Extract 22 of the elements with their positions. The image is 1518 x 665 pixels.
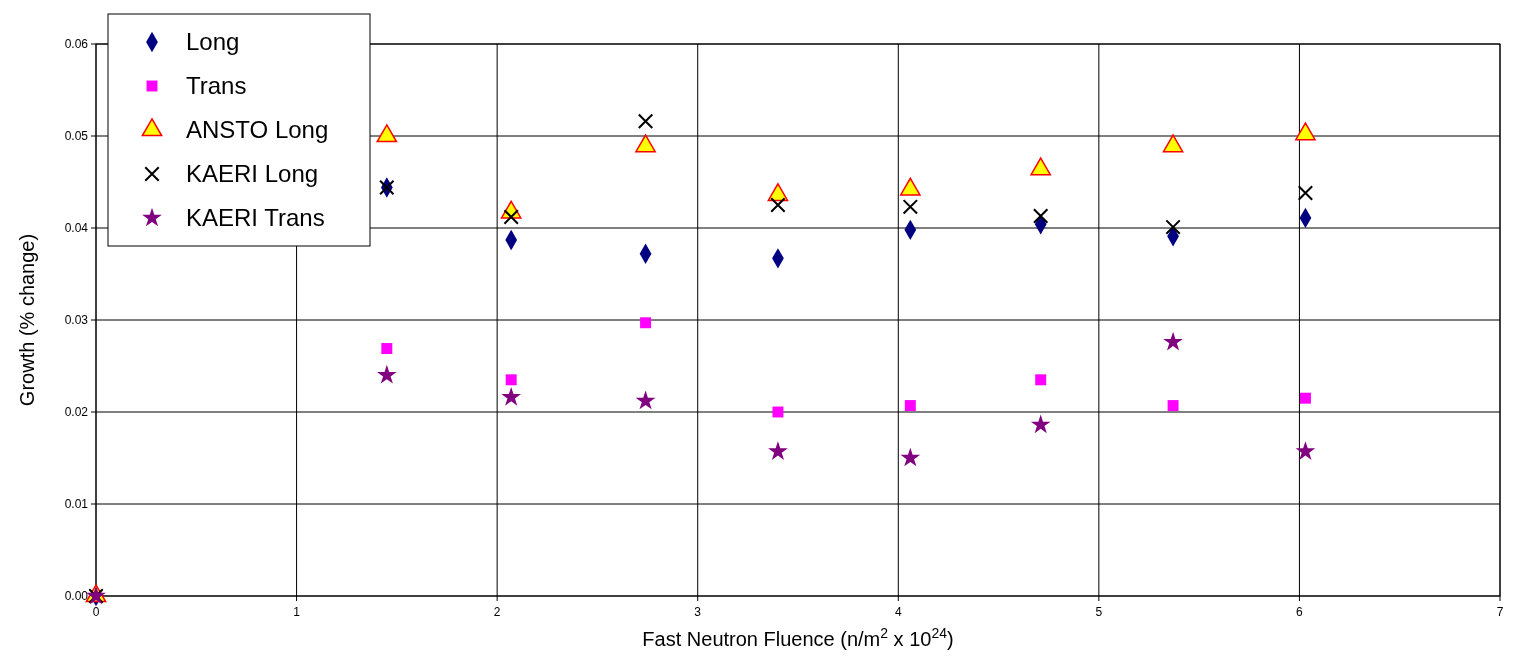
- legend-label: KAERI Trans: [186, 204, 325, 231]
- x-tick-label: 6: [1296, 605, 1304, 619]
- y-tick-label: 0.06: [64, 37, 89, 51]
- x-axis-title: Fast Neutron Fluence (n/m$^{2}$ x 10$^{24}$): [642, 625, 954, 650]
- y-axis-title: Growth (% change): [16, 233, 38, 407]
- x-tick-label: 0: [92, 605, 100, 619]
- y-tick-label: 0.03: [64, 313, 89, 327]
- x-tick-label: 1: [293, 605, 301, 619]
- legend-label: ANSTO Long: [186, 116, 329, 143]
- y-tick-label: 0.01: [64, 497, 89, 511]
- x-tick-label: 4: [894, 605, 902, 619]
- legend-label: Long: [186, 28, 240, 55]
- y-tick-label: 0.02: [64, 405, 89, 419]
- x-tick-label: 5: [1095, 605, 1103, 619]
- y-tick-label: 0.00: [64, 589, 89, 603]
- x-tick-label: 7: [1496, 605, 1504, 619]
- x-tick-label: 3: [694, 605, 702, 619]
- y-tick-label: 0.05: [64, 129, 89, 143]
- x-tick-label: 2: [493, 605, 501, 619]
- y-tick-label: 0.04: [64, 221, 89, 235]
- legend-label: KAERI Long: [186, 160, 319, 187]
- legend-label: Trans: [186, 72, 247, 99]
